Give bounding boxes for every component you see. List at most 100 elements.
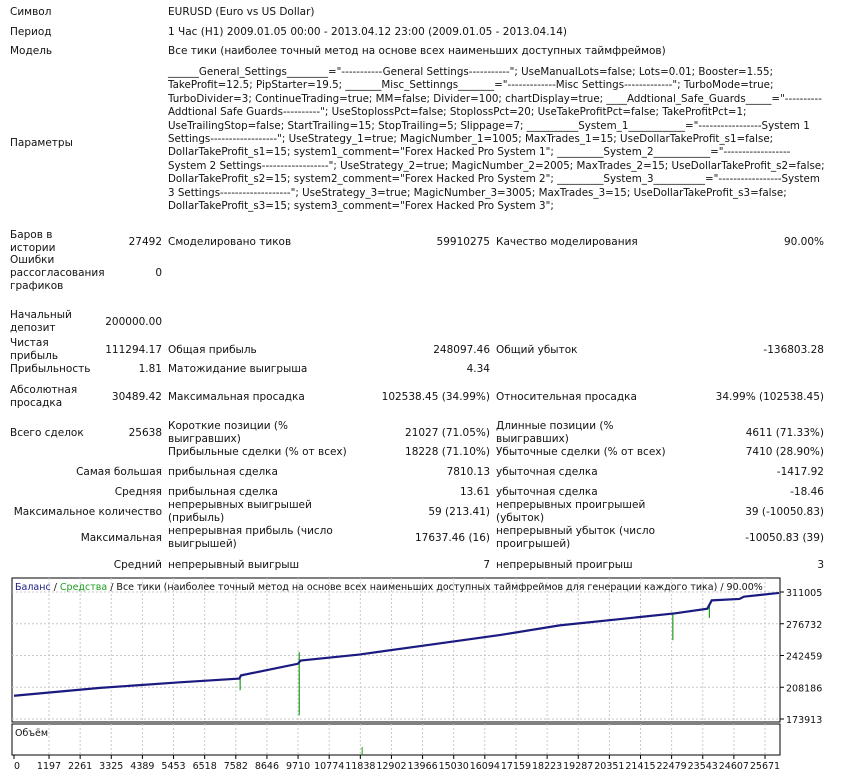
- stat-label: Самая большая: [76, 466, 162, 478]
- stat-value: 111294.17: [105, 344, 162, 356]
- stats-row: Максимальная непрерывная прибыль (число в…: [0, 518, 844, 558]
- stat-value: 0: [155, 267, 162, 279]
- stat-value: 7: [483, 559, 490, 571]
- x-tick-label: 1197: [37, 761, 61, 772]
- x-tick-label: 4389: [130, 761, 154, 772]
- stat-value: 25638: [128, 427, 162, 439]
- x-tick-label: 19287: [563, 761, 593, 772]
- stat-label: Относительная просадка: [496, 390, 637, 403]
- stat-label: Средний: [113, 559, 162, 571]
- stat-label: убыточная сделка: [496, 485, 598, 498]
- stat-label: Начальный депозит: [10, 309, 72, 334]
- stat-label: Чистая прибыль: [10, 337, 59, 362]
- balance-line: [13, 591, 780, 697]
- stat-value: 4.34: [466, 363, 490, 375]
- period-label: Период: [10, 26, 52, 38]
- balance-chart: 0 1197 2261 3325 4389 5453 6518 7582 8646 9710 107…: [11, 577, 822, 772]
- stat-label: Общий убыток: [496, 343, 578, 356]
- stats-row: Баров в истории 27492 Смоделировано тиков 5…: [0, 222, 844, 262]
- legend-balance: Баланс: [15, 582, 51, 593]
- x-tick-label: 13966: [407, 761, 437, 772]
- stat-label: прибыльная сделка: [168, 465, 278, 478]
- x-tick-label: 3325: [99, 761, 123, 772]
- x-tick-label: 0: [14, 761, 20, 772]
- stat-label: Ошибки рассогласования графиков: [10, 253, 105, 292]
- stat-label: прибыльная сделка: [168, 485, 278, 498]
- stats-row: Начальный депозит 200000.00: [0, 302, 844, 342]
- y-tick-label: 208186: [786, 683, 822, 694]
- x-tick-label: 25671: [750, 761, 780, 772]
- stats-row: Чистая прибыль 111294.17 Общая прибыль 2480…: [0, 330, 844, 370]
- stats-row: Прибыльные сделки (% от всех) 18228 (71.1…: [0, 432, 844, 472]
- x-tick-label: 11838: [345, 761, 375, 772]
- stat-value: 200000.00: [105, 316, 162, 328]
- stat-label: Баров в истории: [10, 229, 56, 254]
- stat-value: 34.99% (102538.45): [715, 391, 824, 403]
- stat-value: 27492: [128, 236, 162, 248]
- legend-description: / Все тики (наиболее точный метод на осн…: [107, 582, 763, 593]
- stat-value: 3: [817, 559, 824, 571]
- stat-value: 7810.13: [446, 466, 490, 478]
- stat-label: убыточная сделка: [496, 465, 598, 478]
- model-label: Модель: [10, 45, 53, 57]
- x-tick-label: 7582: [224, 761, 248, 772]
- x-tick-label: 23543: [688, 761, 718, 772]
- stat-label: Убыточные сделки (% от всех): [496, 445, 666, 458]
- stat-label: непрерывный убыток (число проигрышей): [496, 525, 656, 550]
- stat-value: 17637.46 (16): [415, 532, 490, 544]
- volume-pane: [11, 723, 781, 756]
- x-tick-label: 24607: [719, 761, 749, 772]
- symbol-label: Символ: [10, 6, 52, 18]
- stat-value: -136803.28: [763, 344, 824, 356]
- stat-label: Общая прибыль: [168, 343, 257, 356]
- stat-value: 39 (-10050.83): [745, 506, 824, 518]
- y-tick-label: 311005: [786, 588, 822, 599]
- stat-value: 59 (213.41): [428, 506, 490, 518]
- stat-value: -18.46: [790, 486, 824, 498]
- stats-row: Абсолютная просадка 30489.42 Максимальная …: [0, 377, 844, 417]
- stat-value: 102538.45 (34.99%): [381, 391, 490, 403]
- stat-value: 7410 (28.90%): [745, 446, 824, 458]
- params-value: ______General_Settings________="--------…: [168, 66, 825, 213]
- x-tick-label: 2261: [68, 761, 92, 772]
- stats-row: Ошибки рассогласования графиков 0: [0, 253, 844, 293]
- stats-row: Прибыльность 1.81 Матожидание выигрыша 4.34: [0, 349, 844, 389]
- stat-label: Прибыльность: [10, 362, 91, 375]
- period-value: 1 Час (H1) 2009.01.05 00:00 - 2013.04.12…: [168, 26, 567, 38]
- stat-value: -10050.83 (39): [745, 532, 824, 544]
- stats-row: Средний непрерывный выигрыш 7 непрерывный п…: [0, 545, 844, 585]
- x-tick-label: 8646: [255, 761, 279, 772]
- stat-label: Матожидание выигрыша: [168, 362, 308, 375]
- x-tick-label: 20351: [594, 761, 624, 772]
- y-tick-label: 242459: [786, 652, 822, 663]
- stat-label: Длинные позиции (% выигравших): [496, 420, 614, 445]
- x-tick-label: 22479: [657, 761, 687, 772]
- x-tick-label: 9710: [286, 761, 310, 772]
- model-value: Все тики (наиболее точный метод на основ…: [168, 45, 666, 57]
- y-tick-label: 173913: [786, 715, 822, 726]
- params-label: Параметры: [10, 137, 73, 149]
- x-tick-label: 12902: [376, 761, 406, 772]
- x-tick-label: 10774: [314, 761, 344, 772]
- stat-label: Качество моделирования: [496, 235, 638, 248]
- x-tick-label: 16094: [470, 761, 500, 772]
- stat-label: непрерывных проигрышей (убыток): [496, 499, 646, 524]
- stat-value: 248097.46: [433, 344, 490, 356]
- stats-row: Максимальное количество непрерывных выигр…: [0, 492, 844, 532]
- stat-label: Короткие позиции (% выигравших): [168, 420, 288, 445]
- stat-value: 30489.42: [111, 391, 162, 403]
- stats-row: Средняя прибыльная сделка 13.61 убыточная с…: [0, 472, 844, 512]
- volume-label: Объём: [15, 728, 49, 739]
- symbol-value: EURUSD (Euro vs US Dollar): [168, 6, 315, 18]
- stat-value: 59910275: [436, 236, 490, 248]
- x-tick-label: 15030: [439, 761, 469, 772]
- x-tick-label: 18223: [532, 761, 562, 772]
- x-tick-label: 5453: [161, 761, 185, 772]
- chart-legend: Баланс / Средства / Все тики (наиболее т…: [15, 582, 763, 593]
- stat-label: Абсолютная просадка: [10, 384, 78, 409]
- stats-row: Самая большая прибыльная сделка 7810.13 убы…: [0, 452, 844, 492]
- stat-label: непрерывных выигрышей (прибыль): [168, 499, 312, 524]
- stat-value: 4611 (71.33%): [745, 427, 824, 439]
- stat-label: Средняя: [114, 486, 162, 498]
